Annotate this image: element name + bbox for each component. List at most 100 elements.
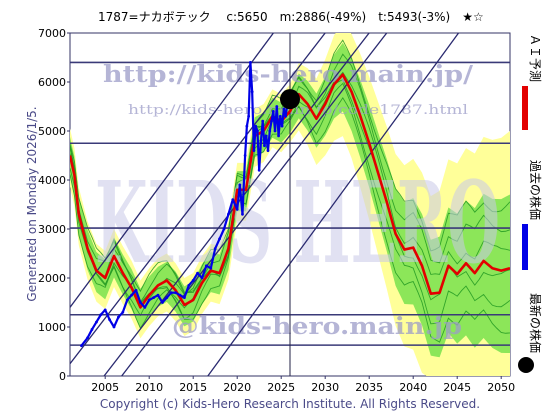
watermark-url-code: http://kids-hero.main.jp/code1787.html (128, 103, 468, 118)
past-price-point (108, 318, 111, 322)
past-price-point (191, 279, 195, 282)
past-price-point (245, 124, 249, 128)
y-tick-label: 2000 (38, 272, 66, 285)
past-price-point (264, 134, 268, 138)
chart-title: 1787=ナカボテック c:5650 m:2886(-49%) t:5493(-… (98, 10, 484, 24)
past-price-point (117, 315, 120, 319)
past-price-point (196, 271, 200, 275)
watermark-url-bottom: @kids-hero.main.jp (172, 313, 462, 340)
past-price-point (261, 119, 265, 123)
past-price-point (278, 114, 282, 118)
legend: ＡＩ予測 過去の株価 最新の株価 (518, 34, 543, 373)
past-price-point (275, 105, 279, 108)
past-price-point (280, 124, 284, 128)
x-tick-label: 2005 (91, 381, 119, 394)
past-price-point (238, 183, 242, 187)
x-tick-label: 2015 (179, 381, 207, 394)
legend-label-past: 過去の株価 (528, 160, 543, 220)
past-price-point (86, 336, 89, 340)
past-price-point (130, 293, 134, 297)
legend-item-latest[interactable]: 最新の株価 (518, 293, 543, 373)
past-price-point (259, 139, 263, 143)
past-price-point (209, 266, 213, 270)
trend-line (103, 33, 370, 376)
legend-label-ai: ＡＩ予測 (528, 34, 542, 82)
past-price-point (222, 227, 226, 231)
legend-swatch-past (522, 224, 528, 270)
watermark-logo: KIDS HERO (95, 158, 500, 289)
past-price-point (178, 293, 182, 297)
past-price-point (235, 208, 239, 211)
past-price-point (139, 301, 142, 304)
past-price-point (271, 110, 275, 113)
copyright: Copyright (c) Kids-Hero Research Institu… (100, 397, 480, 411)
y-axis: 0 1000 2000 3000 4000 5000 6000 7000 (38, 27, 70, 383)
trend-line (207, 33, 460, 376)
plot-content: KIDS HERO http://kids-hero.main.jp/ http… (70, 33, 510, 376)
past-price-point (213, 247, 217, 251)
past-price-point (231, 198, 235, 202)
legend-label-latest: 最新の株価 (528, 293, 543, 353)
past-price-point (284, 114, 287, 118)
watermark-url-main: http://kids-hero.main.jp/ (103, 61, 474, 88)
y-tick-label: 5000 (38, 125, 66, 138)
y-tick-label: 7000 (38, 27, 66, 40)
past-price-point (249, 61, 252, 64)
x-tick-label: 2010 (135, 381, 163, 394)
generated-date: Generated on Monday 2026/1/5. (25, 106, 39, 301)
series-past-price[interactable] (80, 61, 291, 347)
past-price-point (270, 119, 273, 123)
past-price-point (147, 298, 151, 302)
past-price-point (266, 149, 270, 153)
past-price-point (121, 310, 125, 314)
past-price-point (241, 212, 244, 216)
past-price-point (156, 293, 160, 297)
past-price-point (112, 325, 116, 329)
legend-item-ai[interactable]: ＡＩ予測 (522, 34, 542, 130)
x-tick-label: 2035 (355, 381, 383, 394)
x-tick-label: 2045 (443, 381, 471, 394)
x-tick-label: 2020 (223, 381, 251, 394)
past-price-point (90, 328, 94, 331)
x-tick-label: 2050 (487, 381, 515, 394)
past-price-point (103, 308, 107, 312)
trend-line (70, 33, 326, 365)
trend-lines (70, 33, 460, 376)
y-tick-label: 3000 (38, 223, 66, 236)
past-price-point (252, 149, 256, 153)
past-price-point (273, 129, 277, 133)
y-tick-label: 1000 (38, 321, 66, 334)
past-price-point (80, 344, 83, 348)
past-price-point (247, 114, 251, 118)
past-price-point (227, 212, 230, 216)
past-price-point (174, 291, 178, 295)
past-price-point (250, 90, 254, 94)
x-tick-label: 2025 (267, 381, 295, 394)
past-price-point (187, 283, 191, 287)
y-tick-label: 0 (59, 370, 66, 383)
latest-price-marker[interactable] (280, 89, 300, 110)
x-tick-label: 2030 (311, 381, 339, 394)
past-price-point (218, 237, 222, 241)
past-price-point (125, 298, 129, 302)
past-price-point (161, 301, 164, 304)
legend-swatch-latest (518, 357, 534, 373)
past-price-point (254, 124, 258, 128)
y-tick-label: 6000 (38, 76, 66, 89)
past-price-point (205, 264, 208, 268)
past-price-point (263, 144, 266, 148)
past-price-point (282, 107, 286, 111)
x-tick-label: 2040 (399, 381, 427, 394)
legend-item-past[interactable]: 過去の株価 (522, 160, 543, 270)
past-price-point (257, 168, 261, 172)
x-axis: 2005 2010 2015 2020 2025 2030 2035 2040 2045 2050 (91, 376, 515, 394)
trend-line (70, 33, 275, 308)
past-price-point (99, 313, 103, 317)
past-price-point (268, 129, 272, 133)
trend-line (120, 33, 388, 376)
past-price-point (95, 320, 98, 324)
series-layer (70, 61, 510, 348)
past-price-point (183, 296, 186, 299)
past-price-point (277, 134, 280, 138)
